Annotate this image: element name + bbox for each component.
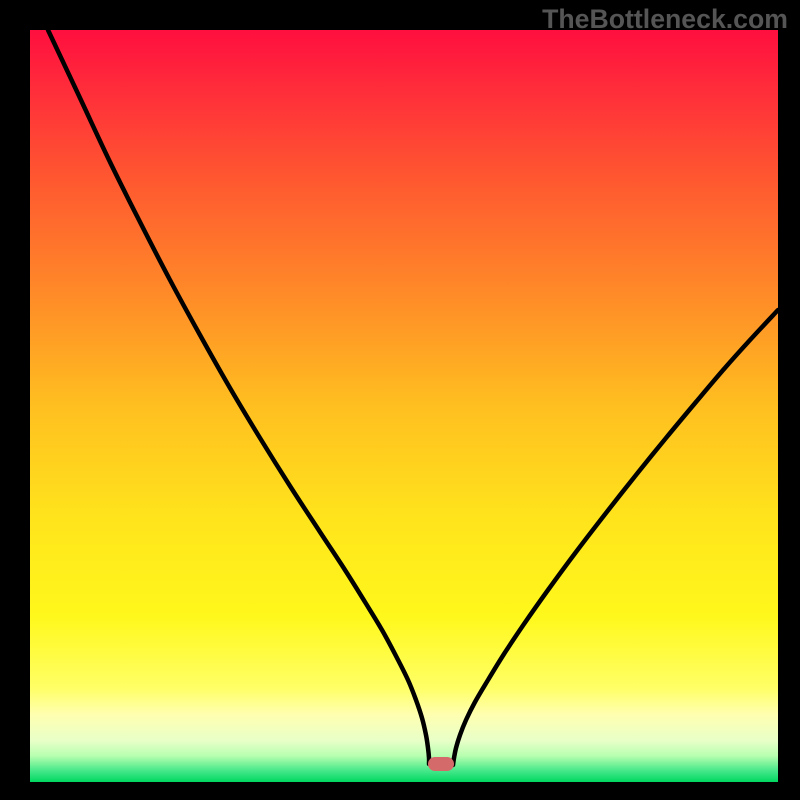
bottleneck-chart (0, 0, 800, 800)
chart-container: TheBottleneck.com (0, 0, 800, 800)
watermark-text: TheBottleneck.com (542, 4, 788, 35)
bottom-marker (428, 757, 454, 771)
